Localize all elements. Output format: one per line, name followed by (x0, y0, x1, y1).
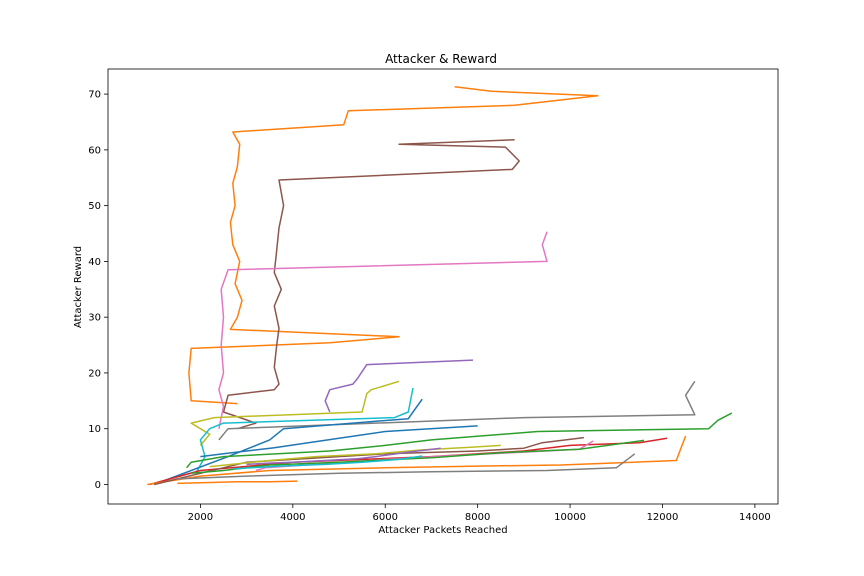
x-tick-label-3: 6000 (373, 512, 398, 523)
series-line-6 (218, 380, 696, 441)
y-tick-label-7: 60 (88, 145, 101, 156)
x-tick-label-2: 4000 (280, 512, 305, 523)
x-tick-label-6: 12000 (647, 512, 679, 523)
y-tick-label-5: 40 (88, 257, 101, 268)
x-tick-label-1: 2000 (188, 512, 213, 523)
series-line-2 (222, 139, 520, 430)
series-line-18 (177, 480, 298, 485)
y-axis: 0 10 20 30 40 50 60 70 (88, 90, 108, 491)
y-tick-label-6: 50 (88, 201, 101, 212)
series-line-15 (177, 453, 636, 480)
x-axis: 2000 4000 6000 8000 10000 12000 14000 (188, 504, 771, 523)
series-line-1 (188, 86, 599, 405)
series-line-11 (147, 435, 687, 486)
x-tick-label-5: 10000 (554, 512, 586, 523)
series-line-17 (209, 444, 501, 468)
x-tick-label-7: 14000 (739, 512, 771, 523)
y-tick-label-8: 70 (88, 90, 101, 101)
series-line-9 (186, 412, 733, 469)
series-line-19 (246, 447, 441, 466)
y-tick-label-4: 30 (88, 313, 101, 324)
y-tick-label-1: 0 (95, 480, 101, 491)
x-tick-label-4: 8000 (465, 512, 490, 523)
series-line-4 (324, 359, 474, 413)
y-tick-label-2: 10 (88, 424, 101, 435)
series-line-20 (232, 455, 423, 470)
series-line-7 (195, 387, 414, 474)
x-axis-label: Attacker Packets Reached (378, 525, 507, 536)
series-line-3 (218, 231, 548, 429)
series-line-13 (200, 425, 478, 458)
y-tick-label-3: 20 (88, 368, 101, 379)
y-axis-label: Attacker Reward (73, 246, 84, 328)
series-layer (147, 86, 733, 486)
chart-title: Attacker & Reward (385, 52, 497, 66)
plot-frame (107, 68, 779, 505)
